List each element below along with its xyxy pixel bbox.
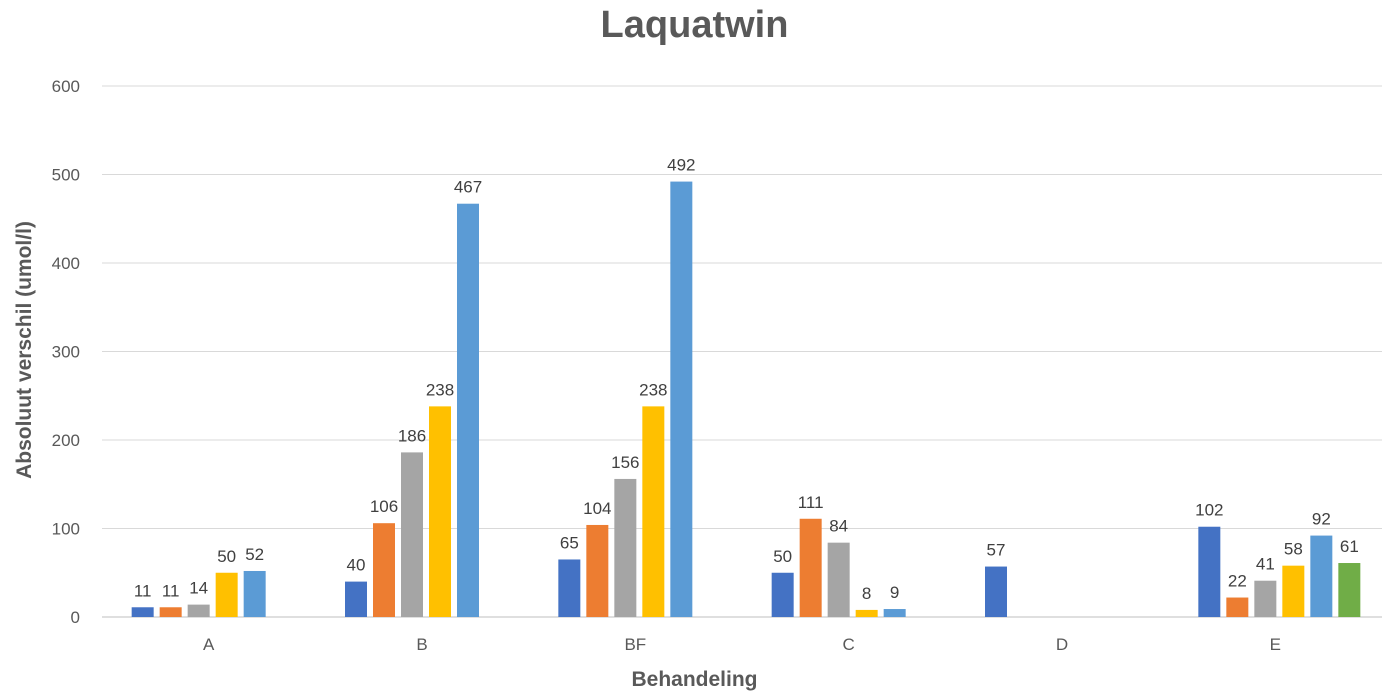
bar-c-4 [855,609,878,617]
x-tick-label: B [416,635,427,654]
bar-e-6 [1338,563,1361,617]
data-label: 22 [1228,572,1247,591]
x-tick-label: C [843,635,855,654]
bar-a-2 [159,607,182,617]
bar-bf-1 [558,559,581,617]
data-label: 50 [773,547,792,566]
gridlines [102,85,1382,618]
bar-b-4 [429,406,451,617]
data-label: 92 [1312,510,1331,529]
data-label: 57 [987,541,1006,560]
data-label: 8 [862,584,871,603]
data-label: 84 [829,517,848,536]
bar-e-4 [1282,565,1305,617]
bars [131,181,1361,617]
bar-d-1 [985,566,1007,617]
bar-c-5 [883,609,906,617]
data-label: 11 [134,581,152,600]
bar-bf-4 [642,406,665,617]
data-label: 238 [426,380,454,399]
data-label: 11 [162,581,180,600]
y-tick-label: 100 [52,520,80,539]
bar-b-1 [345,581,367,617]
bar-bf-5 [670,181,693,617]
y-tick-label: 600 [52,77,80,96]
data-label: 106 [370,497,398,516]
data-label: 104 [583,499,611,518]
data-label: 186 [398,426,426,445]
bar-e-1 [1198,526,1221,617]
data-label: 238 [639,380,667,399]
data-label: 111 [798,493,824,512]
data-label: 102 [1195,501,1223,520]
bar-a-3 [187,604,210,617]
bar-a-5 [243,570,266,617]
bar-a-4 [215,572,238,617]
bar-e-5 [1310,535,1333,617]
y-tick-labels: 0 100 200 300 400 500 600 [52,77,80,627]
bar-bf-3 [614,478,637,617]
data-label: 467 [454,178,482,197]
bar-c-1 [771,572,794,617]
bar-b-2 [373,523,395,617]
data-label: 61 [1340,537,1359,556]
data-label: 50 [217,547,236,566]
bar-e-3 [1254,580,1277,617]
y-tick-label: 400 [52,254,80,273]
bar-b-3 [401,452,423,617]
x-tick-label: E [1270,635,1281,654]
data-label: 40 [347,556,366,575]
bar-c-2 [799,518,822,617]
y-tick-label: 500 [52,166,80,185]
data-label: 14 [189,579,208,598]
data-label: 41 [1256,555,1275,574]
bar-a-1 [131,607,154,617]
bar-bf-2 [586,524,609,617]
data-label: 52 [245,545,264,564]
data-label: 492 [667,156,695,175]
y-tick-label: 200 [52,431,80,450]
chart-title: Laquatwin [600,4,789,46]
y-tick-label: 0 [71,608,80,627]
x-tick-labels: A B BF C D E [203,635,1281,654]
x-tick-label: BF [624,635,646,654]
data-label: 156 [611,453,639,472]
x-tick-label: A [203,635,215,654]
y-tick-label: 300 [52,343,80,362]
data-label: 9 [890,583,899,602]
bar-e-2 [1226,597,1249,617]
x-axis-label: Behandeling [631,668,758,691]
data-label: 58 [1284,540,1303,559]
bar-b-5 [457,203,479,617]
x-tick-label: D [1056,635,1068,654]
bar-c-3 [827,542,850,617]
data-label: 65 [560,533,579,552]
